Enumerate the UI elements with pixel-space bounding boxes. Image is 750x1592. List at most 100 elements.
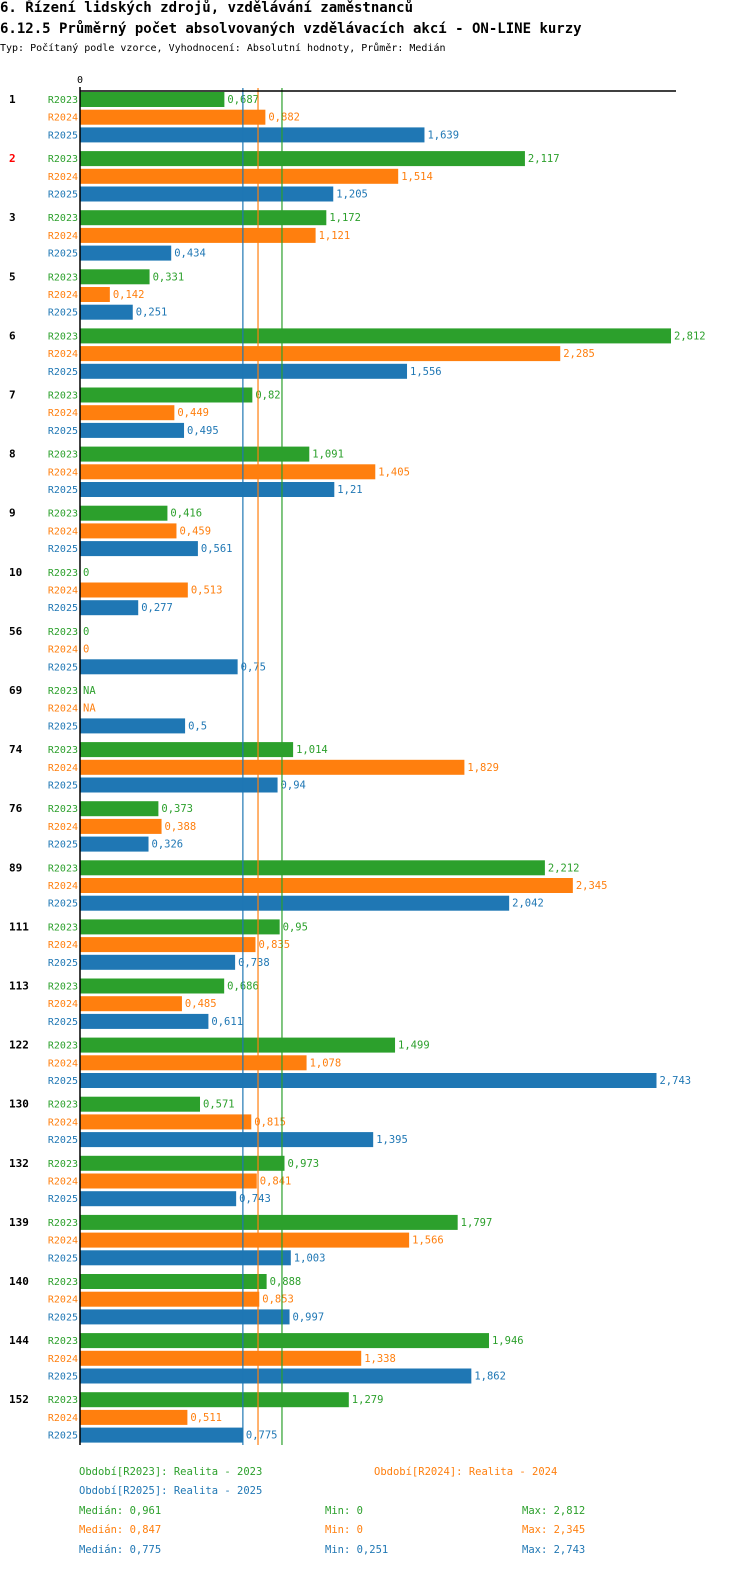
series-label-6-R2025: R2025: [48, 367, 78, 378]
data-label-7-R2025: 0,495: [187, 425, 219, 437]
series-label-111-R2025: R2025: [48, 958, 78, 969]
series-label-152-R2024: R2024: [48, 1413, 78, 1424]
series-label-140-R2025: R2025: [48, 1312, 78, 1323]
stat-median-r2024: Medián: 0,847: [79, 1524, 162, 1536]
bar-139-R2023: [80, 1214, 458, 1230]
series-label-7-R2025: R2025: [48, 426, 78, 437]
category-label-3: 3: [9, 211, 16, 224]
series-label-74-R2025: R2025: [48, 781, 78, 792]
data-label-1-R2025: 1,639: [427, 129, 459, 141]
series-label-74-R2024: R2024: [48, 763, 78, 774]
data-label-3-R2023: 1,172: [329, 212, 361, 224]
data-label-139-R2024: 1,566: [412, 1235, 444, 1247]
category-label-113: 113: [9, 980, 29, 993]
series-label-74-R2023: R2023: [48, 745, 78, 756]
bar-111-R2024: [80, 937, 256, 953]
series-label-139-R2025: R2025: [48, 1253, 78, 1264]
series-label-111-R2024: R2024: [48, 940, 78, 951]
series-label-9-R2023: R2023: [48, 509, 78, 520]
bar-89-R2024: [80, 878, 573, 893]
legend-period-r2023: Období[R2023]: Realita - 2023: [79, 1466, 263, 1478]
bar-56-R2025: [80, 659, 238, 675]
stat-min-r2024: Min: 0: [325, 1524, 363, 1536]
bar-139-R2025: [80, 1250, 291, 1266]
series-label-6-R2023: R2023: [48, 331, 78, 342]
series-label-89-R2025: R2025: [48, 899, 78, 910]
series-label-76-R2024: R2024: [48, 822, 78, 833]
data-label-6-R2024: 2,285: [563, 348, 595, 360]
bar-76-R2024: [80, 818, 162, 834]
category-label-2: 2: [9, 152, 16, 165]
bar-132-R2024: [80, 1173, 257, 1189]
bar-1-R2023: [80, 92, 225, 107]
data-label-5-R2023: 0,331: [153, 271, 185, 283]
data-label-130-R2024: 0,815: [254, 1116, 286, 1128]
bar-140-R2025: [80, 1309, 290, 1325]
bar-2-R2024: [80, 168, 399, 184]
data-label-76-R2025: 0,326: [152, 839, 184, 851]
bar-9-R2023: [80, 505, 168, 521]
data-label-111-R2025: 0,738: [238, 957, 270, 969]
series-label-10-R2023: R2023: [48, 568, 78, 579]
series-label-5-R2024: R2024: [48, 290, 78, 301]
category-label-139: 139: [9, 1216, 29, 1229]
data-label-2-R2023: 2,117: [528, 153, 560, 165]
data-label-74-R2023: 1,014: [296, 744, 328, 756]
series-label-69-R2023: R2023: [48, 686, 78, 697]
category-label-89: 89: [9, 861, 22, 874]
category-label-10: 10: [9, 566, 22, 579]
bar-140-R2023: [80, 1274, 267, 1289]
series-label-113-R2025: R2025: [48, 1017, 78, 1028]
data-label-2-R2025: 1,205: [336, 189, 368, 201]
data-label-5-R2025: 0,251: [136, 307, 168, 319]
series-label-139-R2024: R2024: [48, 1236, 78, 1247]
data-label-144-R2024: 1,338: [364, 1353, 396, 1365]
series-label-113-R2024: R2024: [48, 999, 78, 1010]
data-label-113-R2025: 0,611: [211, 1016, 243, 1028]
data-label-7-R2023: 0,82: [255, 390, 280, 402]
data-label-2-R2024: 1,514: [401, 171, 433, 183]
legend-period-r2025: Období[R2025]: Realita - 2025: [79, 1485, 263, 1497]
data-label-1-R2024: 0,882: [268, 112, 300, 124]
series-label-111-R2023: R2023: [48, 922, 78, 933]
data-label-7-R2024: 0,449: [177, 407, 209, 419]
data-label-111-R2024: 0,835: [258, 939, 290, 951]
series-label-9-R2025: R2025: [48, 544, 78, 555]
data-label-140-R2025: 0,997: [293, 1311, 325, 1323]
bar-139-R2024: [80, 1232, 410, 1248]
bar-152-R2025: [80, 1427, 243, 1443]
bar-3-R2023: [80, 210, 327, 226]
series-label-2-R2025: R2025: [48, 190, 78, 201]
category-label-56: 56: [9, 625, 23, 638]
series-label-7-R2023: R2023: [48, 391, 78, 402]
data-label-6-R2025: 1,556: [410, 366, 442, 378]
series-label-69-R2024: R2024: [48, 704, 78, 715]
bar-130-R2025: [80, 1132, 374, 1148]
series-label-1-R2023: R2023: [48, 95, 78, 106]
bar-5-R2024: [80, 287, 110, 302]
data-label-9-R2023: 0,416: [170, 508, 202, 520]
series-label-2-R2023: R2023: [48, 154, 78, 165]
series-label-139-R2023: R2023: [48, 1218, 78, 1229]
data-label-10-R2025: 0,277: [141, 602, 173, 614]
category-label-5: 5: [9, 270, 16, 283]
stat-min-r2025: Min: 0,251: [325, 1544, 389, 1556]
bar-113-R2023: [80, 978, 225, 994]
bar-69-R2025: [80, 718, 186, 734]
bar-144-R2023: [80, 1333, 489, 1349]
data-label-132-R2025: 0,743: [239, 1193, 271, 1205]
series-label-69-R2025: R2025: [48, 721, 78, 732]
bar-8-R2024: [80, 464, 376, 480]
data-label-113-R2024: 0,485: [185, 998, 217, 1010]
bar-113-R2024: [80, 996, 182, 1012]
axis-zero-label: 0: [77, 75, 83, 86]
stat-max-r2023: Max: 2,812: [522, 1505, 586, 1517]
bar-140-R2024: [80, 1291, 260, 1307]
category-label-152: 152: [9, 1393, 29, 1406]
data-label-74-R2025: 0,94: [281, 780, 306, 792]
series-label-140-R2023: R2023: [48, 1277, 78, 1288]
bar-111-R2023: [80, 919, 280, 935]
bar-chart: 01R20230,687R20240,882R20251,6392R20232,…: [9, 75, 706, 1445]
data-label-144-R2025: 1,862: [474, 1371, 506, 1383]
data-label-122-R2024: 1,078: [310, 1057, 342, 1069]
